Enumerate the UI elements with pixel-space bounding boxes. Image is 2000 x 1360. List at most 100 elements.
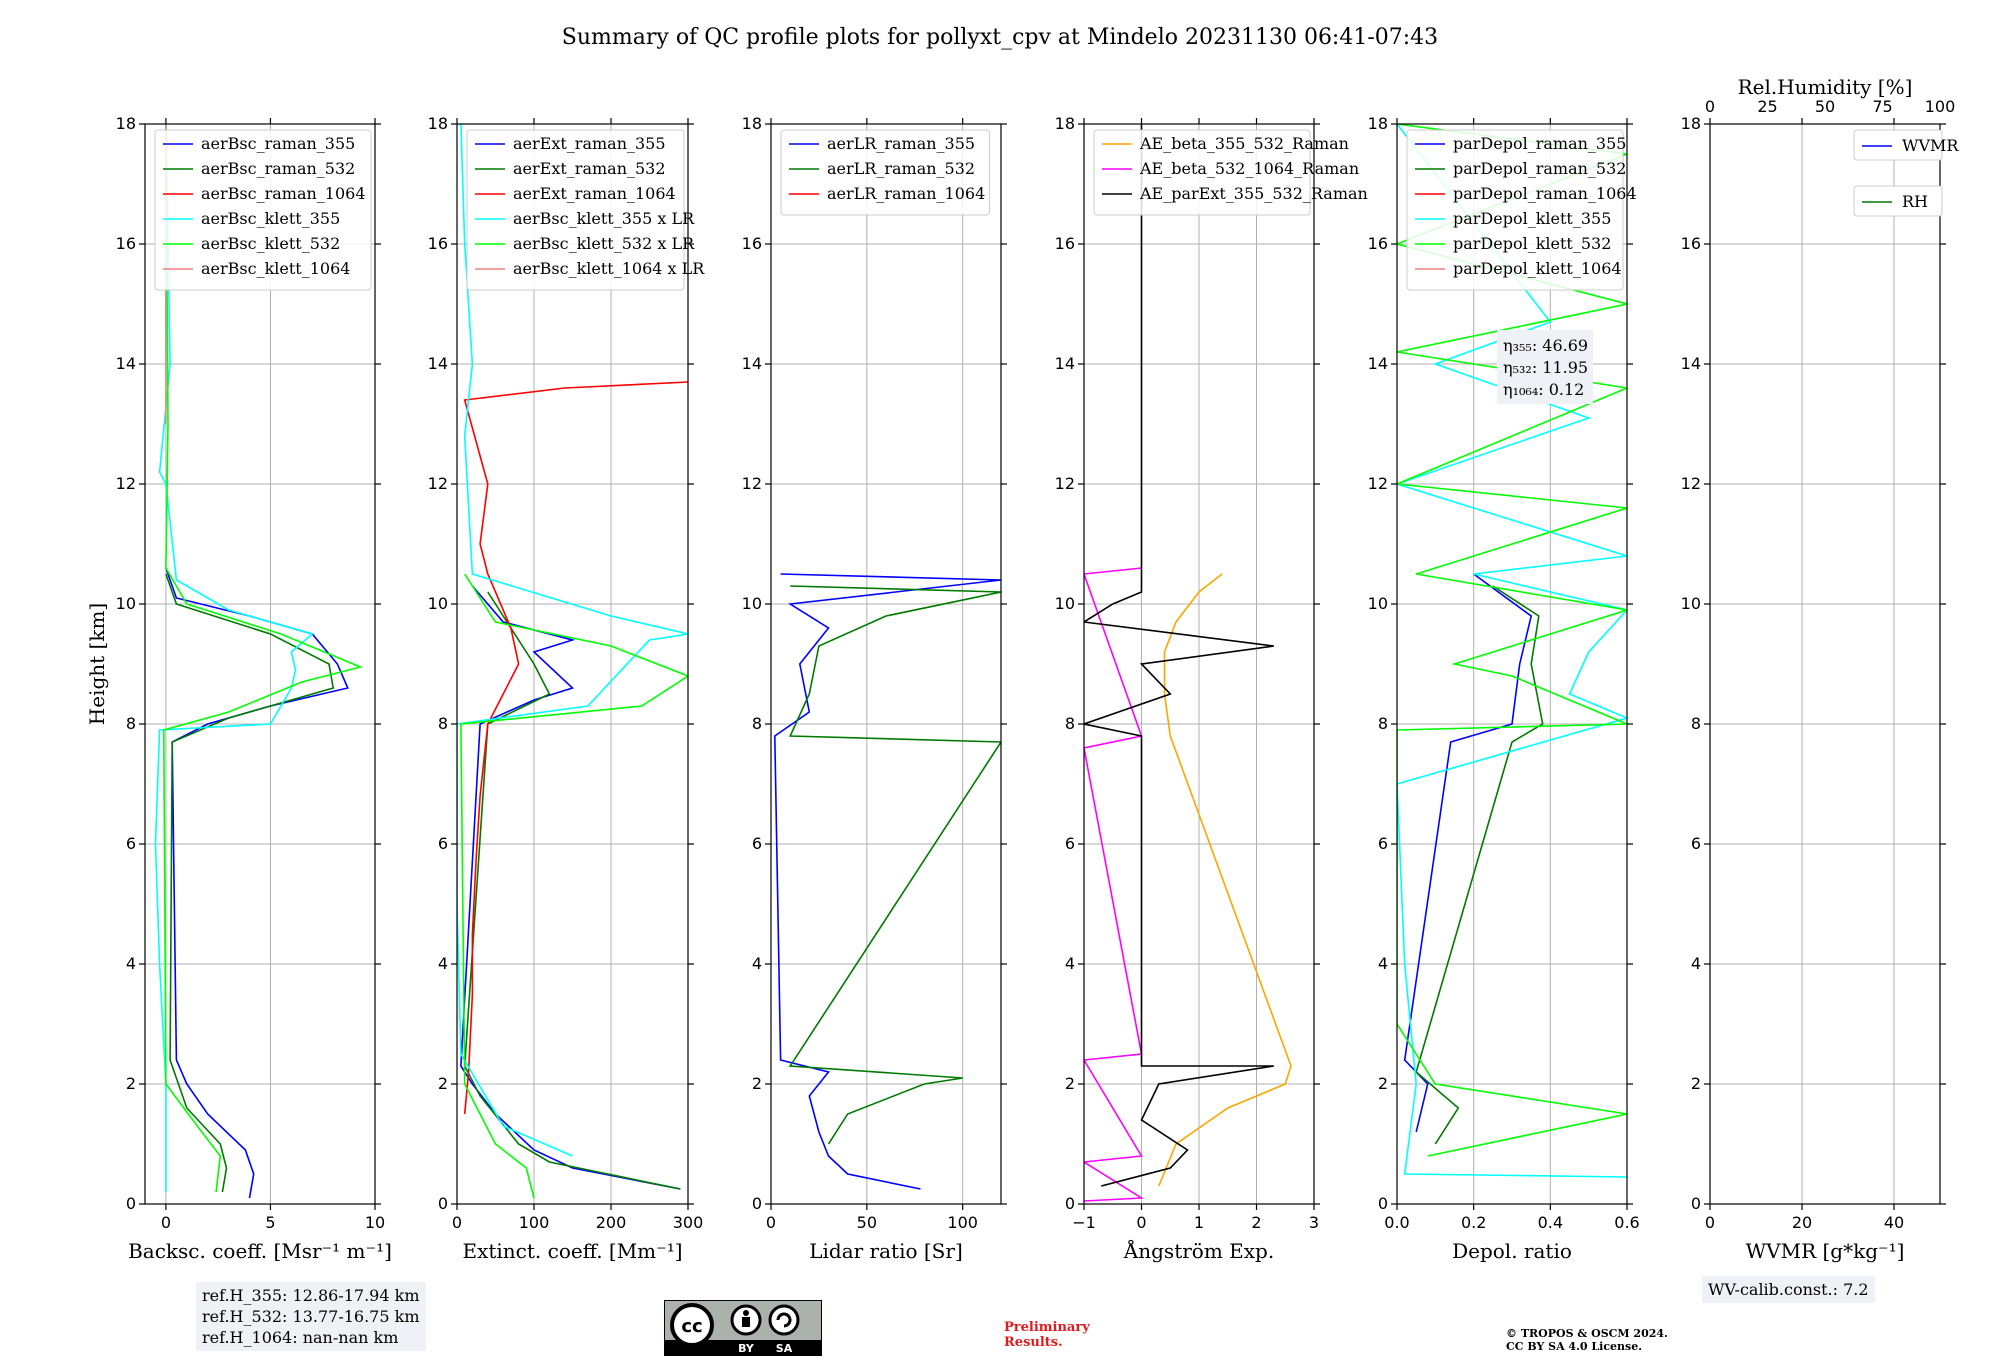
y-tick-label: 4: [126, 954, 136, 973]
x-axis-title: Depol. ratio: [1452, 1239, 1572, 1263]
y-tick-label: 8: [1691, 714, 1701, 733]
series-line-aerLR_raman_355: [773, 573, 1001, 1190]
wv-calibration-constant: WV-calib.const.: 7.2: [1708, 1280, 1869, 1299]
panel-lr: 0 2 4 6 8 10 12 14 16 18 0 50 100 Lidar ratio [Sr] aer…: [742, 114, 1007, 1263]
x-tick-label: 0: [766, 1213, 776, 1232]
panel-ext: 0 2 4 6 8 10 12 14 16 18 0 100 200 300 Extinct. coeff.…: [428, 114, 706, 1263]
preliminary-note: Preliminary Results.: [1004, 1320, 1090, 1350]
x-axis-title: Backsc. coeff. [Msr⁻¹ m⁻¹]: [128, 1239, 392, 1263]
x-axis-title: Lidar ratio [Sr]: [809, 1239, 963, 1263]
legend-label: AE_beta_355_532_Raman: [1139, 134, 1349, 153]
y-tick-label: 16: [116, 234, 136, 253]
y-tick-label: 8: [126, 714, 136, 733]
plot-frame: [1709, 123, 1941, 1205]
sa-label: SA: [776, 1342, 793, 1355]
series-line-aerExt_raman_532: [463, 591, 681, 1190]
y-tick-label: 10: [1681, 594, 1701, 613]
legend: AE_beta_355_532_Raman AE_beta_532_1064_Ra…: [1093, 129, 1368, 216]
top-tick-label: 0: [1705, 97, 1715, 116]
legend-label: aerLR_raman_532: [827, 159, 975, 178]
series-line-AE_beta_532_1064_Raman: [1084, 567, 1145, 1202]
plot-frame: [1396, 123, 1628, 1205]
series-line-aerBsc_klett_532: [162, 124, 363, 1193]
y-tick-label: 4: [752, 954, 762, 973]
y-tick-label: 16: [1055, 234, 1075, 253]
x-tick-label: 5: [265, 1213, 275, 1232]
series-line-aerExt_raman_1064: [463, 381, 688, 1115]
x-tick-label: 3: [1309, 1213, 1319, 1232]
legend-label: parDepol_klett_1064: [1453, 259, 1622, 278]
x-tick-label: 40: [1884, 1213, 1904, 1232]
x-tick-label: 0: [452, 1213, 462, 1232]
series-line-aerBsc_klett_355: [154, 124, 314, 1192]
legend: aerLR_raman_355 aerLR_raman_532 aerLR_rama…: [780, 129, 990, 216]
share-alike-icon: [768, 1304, 800, 1336]
y-tick-label: 8: [438, 714, 448, 733]
x-tick-label: 0.0: [1384, 1213, 1409, 1232]
series-line-aerBsc_raman_355: [165, 567, 349, 1199]
y-tick-label: 2: [1691, 1074, 1701, 1093]
y-tick-label: 6: [1378, 834, 1388, 853]
x-tick-label: 300: [673, 1213, 704, 1232]
legend-label: aerBsc_raman_532: [201, 159, 355, 178]
legend-label: aerBsc_klett_1064: [201, 259, 350, 278]
y-tick-label: 0: [1691, 1194, 1701, 1213]
legend: aerExt_raman_355 aerExt_raman_532 aerExt_r…: [466, 129, 705, 291]
legend-box: [1406, 129, 1624, 291]
legend-label: aerBsc_klett_1064 x LR: [513, 259, 705, 278]
y-tick-label: 10: [742, 594, 762, 613]
x-axis-title: Extinct. coeff. [Mm⁻¹]: [462, 1239, 682, 1263]
x-tick-label: 100: [519, 1213, 550, 1232]
x-tick-label: 0.6: [1614, 1213, 1639, 1232]
x-axis-title: WVMR [g*kg⁻¹]: [1746, 1239, 1905, 1263]
y-tick-label: 2: [438, 1074, 448, 1093]
series-line-AE_beta_355_532_Raman: [1158, 573, 1292, 1187]
series-line-aerLR_raman_532: [788, 585, 1001, 1145]
legend-label: parDepol_raman_532: [1453, 159, 1626, 178]
x-tick-label: 10: [365, 1213, 385, 1232]
series-line-aerBsc_klett_532 x LR: [460, 573, 688, 1199]
legend-label: RH: [1902, 192, 1928, 211]
series-line-aerExt_raman_355: [460, 585, 681, 1190]
series-line-parDepol_raman_355: [1403, 573, 1533, 1133]
y-tick-label: 14: [1368, 354, 1388, 373]
y-tick-label: 8: [1065, 714, 1075, 733]
legend-label: aerBsc_klett_532 x LR: [513, 234, 695, 253]
ref-height-532: ref.H_532: 13.77-16.75 km: [202, 1307, 420, 1326]
annotation-line: η₃₅₅: 46.69: [1503, 336, 1588, 355]
y-tick-label: 2: [1065, 1074, 1075, 1093]
y-tick-label: 10: [1368, 594, 1388, 613]
legend-label: AE_beta_532_1064_Raman: [1139, 159, 1359, 178]
y-tick-label: 10: [1055, 594, 1075, 613]
top-tick-label: 50: [1815, 97, 1835, 116]
x-tick-label: 50: [857, 1213, 877, 1232]
copyright-line-2: CC BY SA 4.0 License.: [1506, 1340, 1643, 1353]
y-tick-label: 18: [1681, 114, 1701, 133]
y-tick-label: 18: [116, 114, 136, 133]
legend-label: aerBsc_klett_355: [201, 209, 340, 228]
x-tick-label: 1: [1194, 1213, 1204, 1232]
y-tick-label: 6: [126, 834, 136, 853]
y-tick-label: 12: [428, 474, 448, 493]
legend-label: AE_parExt_355_532_Raman: [1139, 184, 1368, 203]
reference-height-box: ref.H_355: 12.86-17.94 km ref.H_532: 13.…: [196, 1282, 426, 1351]
y-tick-label: 18: [1368, 114, 1388, 133]
annotation-line: η₁₀₆₄: 0.12: [1503, 380, 1584, 399]
y-tick-label: 0: [1378, 1194, 1388, 1213]
plot-frame: [770, 123, 1002, 1205]
x-tick-label: −1: [1072, 1213, 1096, 1232]
y-tick-label: 16: [742, 234, 762, 253]
legend-label: aerExt_raman_355: [513, 134, 666, 153]
series-line-parDepol_klett_532: [1397, 124, 1627, 1157]
y-tick-label: 10: [116, 594, 136, 613]
ref-height-1064: ref.H_1064: nan-nan km: [202, 1328, 399, 1347]
y-tick-label: 16: [1368, 234, 1388, 253]
legend-box: [1853, 129, 1943, 161]
wv-calibration-box: WV-calib.const.: 7.2: [1702, 1276, 1875, 1303]
y-tick-label: 0: [1065, 1194, 1075, 1213]
legend-label: WVMR: [1902, 136, 1959, 155]
series-line-aerBsc_raman_532: [165, 573, 335, 1193]
